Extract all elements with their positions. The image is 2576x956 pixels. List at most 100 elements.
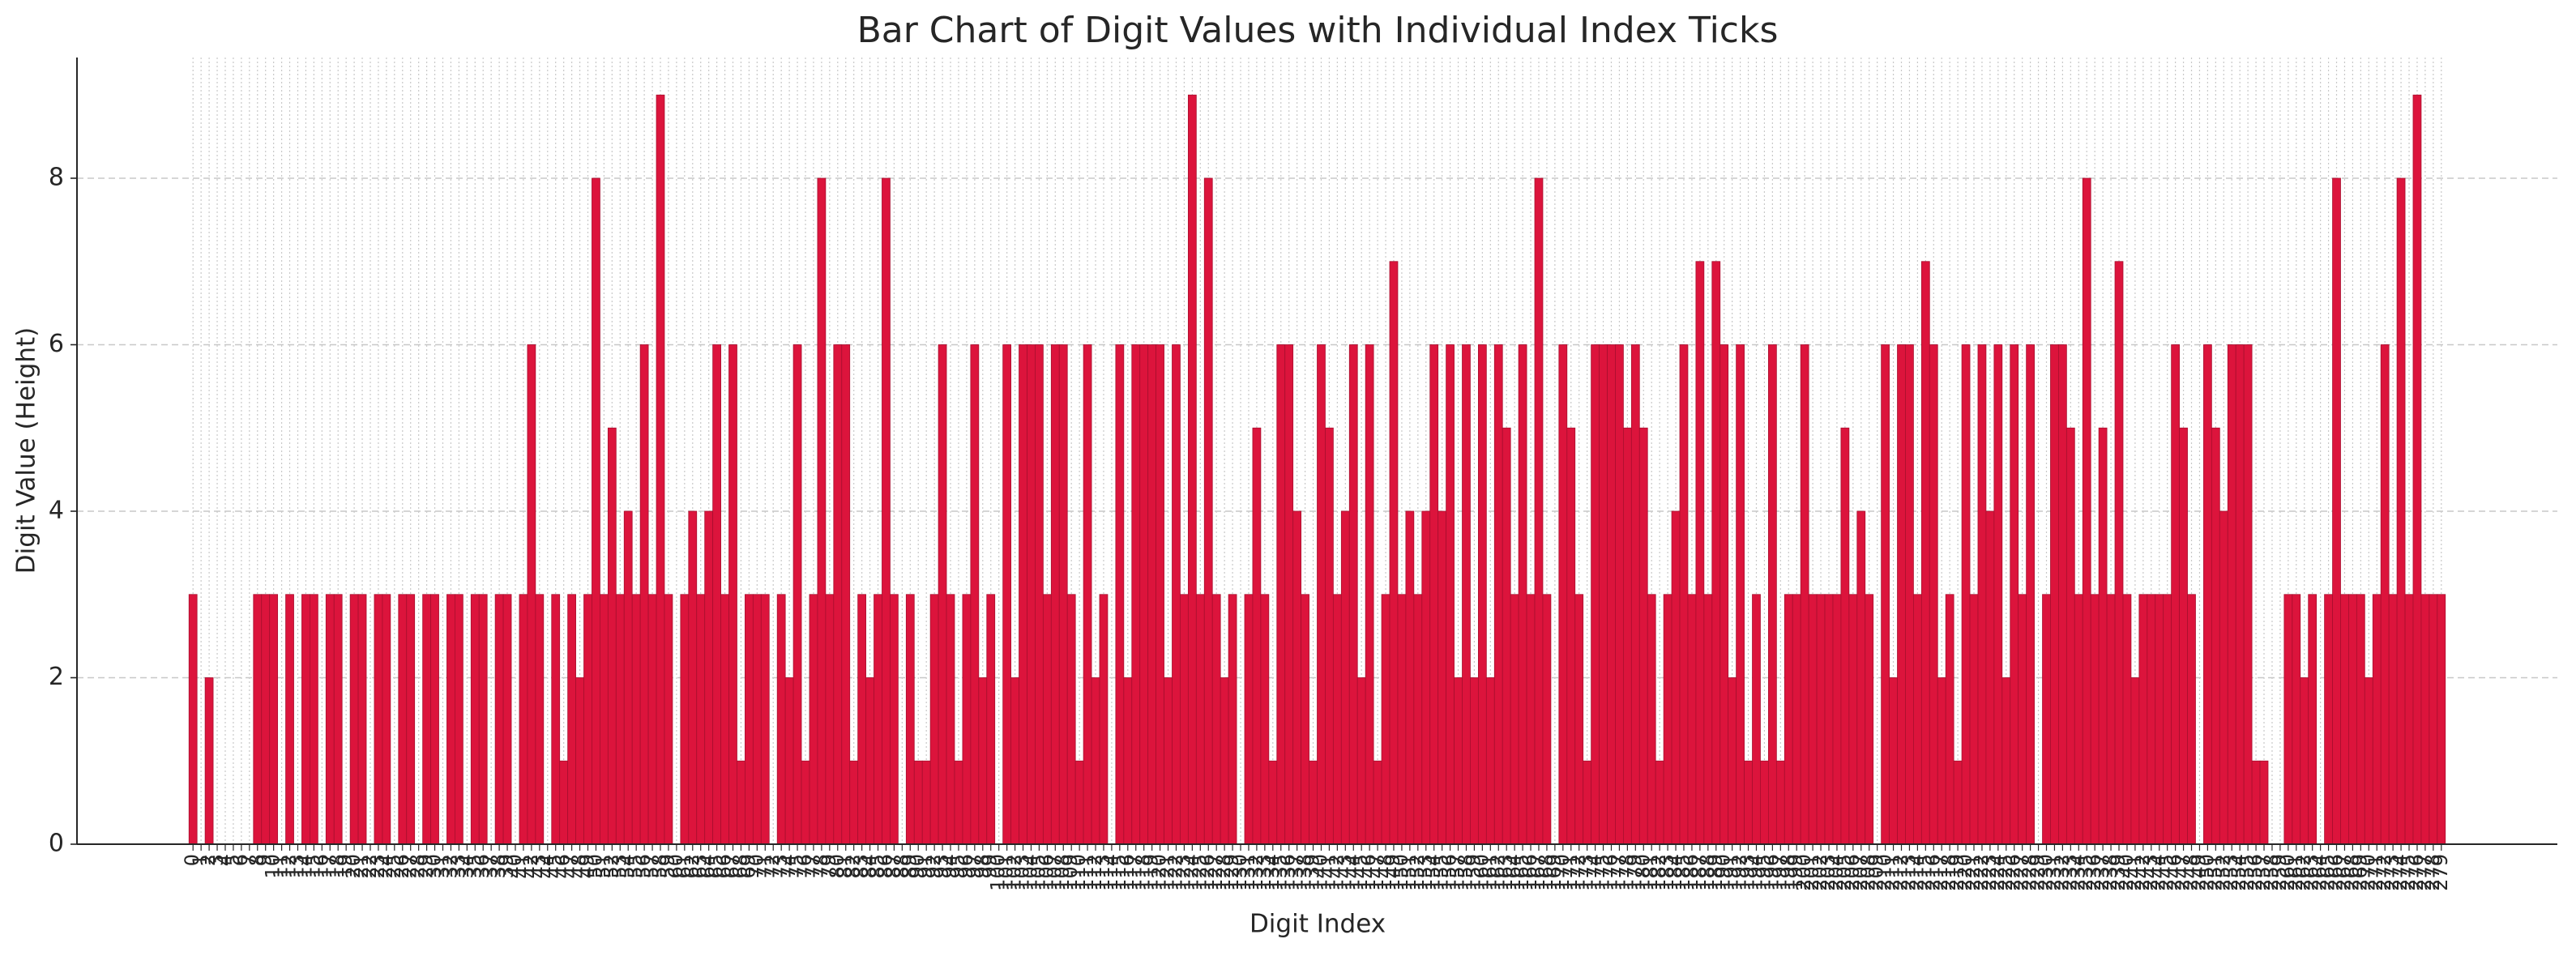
bar: [1019, 344, 1027, 845]
x-tick-label: 81: [834, 854, 857, 879]
bar: [1042, 594, 1052, 845]
x-tick-label: 241: [2123, 854, 2146, 891]
bar: [1913, 594, 1922, 845]
x-tick-label: 11: [270, 854, 293, 879]
bar: [1711, 261, 1721, 845]
bar: [455, 594, 464, 845]
x-tick-label: 265: [2317, 854, 2339, 891]
bar: [478, 594, 488, 845]
bar: [2155, 594, 2164, 845]
x-tick-label: 230: [2035, 854, 2057, 891]
x-tick-label: 234: [2066, 854, 2089, 891]
x-tick-label: 116: [1116, 854, 1138, 891]
bars: [188, 94, 2446, 845]
bar: [1164, 677, 1173, 845]
x-tick-label: 10: [262, 854, 284, 879]
x-tick-label: 149: [1382, 854, 1404, 891]
x-tick-label: 183: [1655, 854, 1678, 891]
x-tick-label: 189: [1704, 854, 1727, 891]
x-tick-label: 25: [382, 854, 405, 879]
bar: [890, 594, 899, 845]
bar: [962, 594, 972, 845]
x-tick-label: 119: [1140, 854, 1163, 891]
x-tick-label: 40: [503, 854, 526, 879]
bar: [1953, 760, 1963, 845]
x-tick-label: 264: [2309, 854, 2331, 891]
bar: [1405, 510, 1415, 845]
bar: [2235, 344, 2245, 845]
x-tick-label: 200: [1792, 854, 1815, 891]
x-tick-label: 22: [358, 854, 381, 879]
x-tick-label: 175: [1591, 854, 1614, 891]
bar: [1115, 344, 1125, 845]
x-tick-label: 236: [2083, 854, 2105, 891]
x-tick-label: 239: [2107, 854, 2130, 891]
x-tick-label: 164: [1502, 854, 1525, 891]
x-tick-label: 218: [1937, 854, 1960, 891]
bar: [728, 344, 737, 845]
x-tick-label: 107: [1043, 854, 1066, 891]
x-tick-label: 1: [189, 854, 211, 866]
bar: [2259, 760, 2269, 845]
bar: [1920, 261, 1930, 845]
bar: [1784, 594, 1793, 845]
x-tick-label: 154: [1422, 854, 1445, 891]
bar: [1195, 594, 1205, 845]
x-tick-label: 108: [1051, 854, 1074, 891]
x-tick-label: 228: [2019, 854, 2041, 891]
x-tick-label: 16: [310, 854, 332, 879]
y-tick-label: 4: [49, 496, 64, 524]
x-tick-label: 193: [1737, 854, 1759, 891]
x-tick-label: 232: [2050, 854, 2073, 891]
x-tick-label: 216: [1921, 854, 1944, 891]
x-tick-label: 225: [1994, 854, 2017, 891]
x-tick-label: 245: [2155, 854, 2178, 891]
x-tick-label: 133: [1253, 854, 1275, 891]
x-tick-label: 41: [511, 854, 534, 879]
x-tick-label: 167: [1527, 854, 1549, 891]
bar: [2122, 594, 2132, 845]
bar: [575, 677, 584, 845]
x-tick-label: 173: [1575, 854, 1598, 891]
x-tick-label: 139: [1301, 854, 1324, 891]
x-tick-label: 73: [769, 854, 792, 879]
bar: [1309, 760, 1318, 845]
bar: [422, 594, 431, 845]
x-tick-label: 125: [1188, 854, 1211, 891]
x-tick-label: 181: [1639, 854, 1662, 891]
x-tick-label: 57: [640, 854, 663, 879]
x-tick-label: 274: [2389, 854, 2412, 891]
x-tick-label: 86: [874, 854, 896, 879]
x-tick-label: 184: [1664, 854, 1686, 891]
x-tick-label: 137: [1285, 854, 1308, 891]
bar: [745, 594, 754, 845]
bar: [1993, 344, 2003, 845]
bar: [1058, 344, 1068, 845]
x-tick-label: 174: [1583, 854, 1606, 891]
x-tick-label: 208: [1857, 854, 1880, 891]
bar: [760, 594, 770, 845]
bar: [680, 594, 690, 845]
x-tick-label: 146: [1357, 854, 1380, 891]
x-tick-label: 124: [1180, 854, 1203, 891]
bar: [1340, 510, 1350, 845]
x-tick-label: 143: [1333, 854, 1356, 891]
x-tick-label: 160: [1470, 854, 1493, 891]
bar: [1687, 594, 1697, 845]
x-tick-label: 17: [318, 854, 340, 879]
x-tick-label: 248: [2180, 854, 2202, 891]
x-tick-label: 3: [205, 854, 228, 866]
bar: [857, 594, 866, 845]
bar: [567, 594, 576, 845]
x-tick-label: 277: [2413, 854, 2436, 891]
bar: [1728, 677, 1737, 845]
x-tick-label: 142: [1325, 854, 1348, 891]
bar: [1816, 594, 1826, 845]
x-tick-label: 171: [1559, 854, 1582, 891]
bar: [494, 594, 504, 845]
x-tick-label: 28: [407, 854, 429, 879]
x-tick-label: 2: [197, 854, 220, 866]
bar: [398, 594, 408, 845]
bar: [1599, 344, 1608, 845]
x-tick-label: 90: [906, 854, 929, 879]
